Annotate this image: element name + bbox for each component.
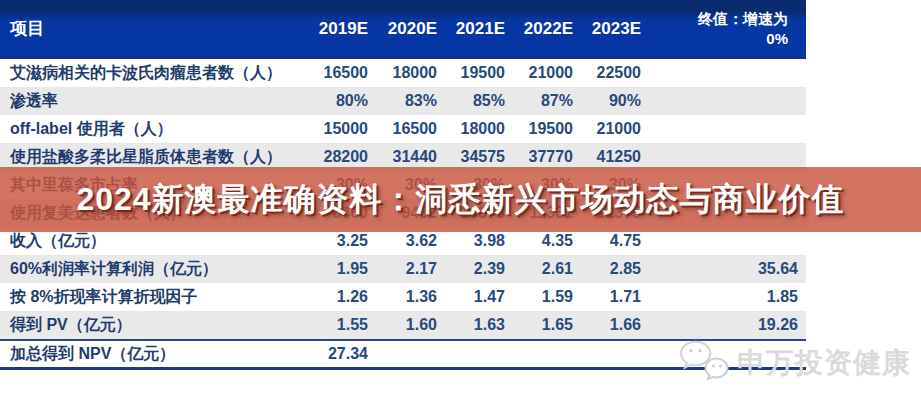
row-label: 艾滋病相关的卡波氏肉瘤患者数（人） <box>0 63 306 84</box>
cell-value: 21000 <box>505 64 573 82</box>
terminal-header-line1: 终值：增速为 <box>641 9 788 29</box>
row-label: 收入（亿元） <box>0 231 306 252</box>
cell-value: 16500 <box>306 64 368 82</box>
cell-value: 1.66 <box>573 316 641 334</box>
row-label: 加总得到 NPV（亿元） <box>0 344 306 365</box>
cell-value: 31440 <box>368 148 437 166</box>
cell-value: 21000 <box>573 120 641 138</box>
cell-value: 83% <box>368 92 437 110</box>
row-label: 得到 PV（亿元） <box>0 315 306 336</box>
cell-value: 1.95 <box>306 260 368 278</box>
cell-value: 27.34 <box>306 345 368 363</box>
terminal-header-line2: 0% <box>641 29 788 49</box>
cell-value: 22500 <box>573 64 641 82</box>
cell-value: 15000 <box>306 120 368 138</box>
cell-value: 3.98 <box>437 232 505 250</box>
cell-value: 34575 <box>437 148 505 166</box>
promo-banner-text: 2024新澳最准确资料：洞悉新兴市场动态与商业价值 <box>76 178 844 222</box>
cell-value: 16500 <box>368 120 437 138</box>
cell-value: 1.55 <box>306 316 368 334</box>
table-row: 渗透率 80% 83% 85% 87% 90% <box>0 87 806 115</box>
cell-value: 37770 <box>505 148 573 166</box>
cell-value: 1.26 <box>306 288 368 306</box>
table-row: 艾滋病相关的卡波氏肉瘤患者数（人） 16500 18000 19500 2100… <box>0 59 806 87</box>
cell-value: 80% <box>306 92 368 110</box>
row-label: 渗透率 <box>0 91 306 112</box>
cell-value: 3.25 <box>306 232 368 250</box>
cell-value: 28200 <box>306 148 368 166</box>
cell-value: 4.75 <box>573 232 641 250</box>
row-label: 60%利润率计算利润（亿元） <box>0 259 306 280</box>
header-year-2021e: 2021E <box>437 19 505 39</box>
cell-value: 1.47 <box>437 288 505 306</box>
cell-terminal: 35.64 <box>641 260 806 278</box>
table-row: 按 8%折现率计算折现因子 1.26 1.36 1.47 1.59 1.71 1… <box>0 283 806 311</box>
cell-value: 18000 <box>437 120 505 138</box>
cell-value: 1.59 <box>505 288 573 306</box>
wechat-icon <box>677 338 733 388</box>
report-table-page: 项目 2019E 2020E 2021E 2022E 2023E 终值：增速为 … <box>0 0 921 400</box>
cell-value: 2.61 <box>505 260 573 278</box>
watermark-text: 申万投资健康 <box>737 344 911 382</box>
header-year-2019e: 2019E <box>306 19 368 39</box>
row-label: 使用盐酸多柔比星脂质体患者数（人） <box>0 147 306 168</box>
watermark: 申万投资健康 <box>677 338 911 388</box>
header-year-2023e: 2023E <box>573 19 641 39</box>
cell-value: 85% <box>437 92 505 110</box>
cell-value: 1.60 <box>368 316 437 334</box>
header-year-2020e: 2020E <box>368 19 437 39</box>
header-item-label: 项目 <box>0 17 306 40</box>
table-row: 60%利润率计算利润（亿元） 1.95 2.17 2.39 2.61 2.85 … <box>0 255 806 283</box>
cell-value: 1.63 <box>437 316 505 334</box>
cell-value: 2.39 <box>437 260 505 278</box>
header-terminal-cell: 终值：增速为 0% <box>641 9 806 49</box>
cell-value: 4.35 <box>505 232 573 250</box>
cell-value: 1.71 <box>573 288 641 306</box>
cell-value: 87% <box>505 92 573 110</box>
cell-value: 90% <box>573 92 641 110</box>
cell-value: 18000 <box>368 64 437 82</box>
header-year-2022e: 2022E <box>505 19 573 39</box>
table-row: off-label 使用者（人） 15000 16500 18000 19500… <box>0 115 806 143</box>
cell-value: 41250 <box>573 148 641 166</box>
cell-value: 3.62 <box>368 232 437 250</box>
cell-terminal: 1.85 <box>641 288 806 306</box>
promo-banner-overlay: 2024新澳最准确资料：洞悉新兴市场动态与商业价值 <box>0 167 921 232</box>
table-row: 得到 PV（亿元） 1.55 1.60 1.63 1.65 1.66 19.26 <box>0 311 806 339</box>
cell-value: 19500 <box>505 120 573 138</box>
cell-value: 19500 <box>437 64 505 82</box>
cell-value: 2.17 <box>368 260 437 278</box>
cell-value: 1.36 <box>368 288 437 306</box>
cell-terminal: 19.26 <box>641 316 806 334</box>
row-label: 按 8%折现率计算折现因子 <box>0 287 306 308</box>
cell-value: 1.65 <box>505 316 573 334</box>
row-label: off-label 使用者（人） <box>0 119 306 140</box>
table-header-row: 项目 2019E 2020E 2021E 2022E 2023E 终值：增速为 … <box>0 0 806 59</box>
cell-value: 2.85 <box>573 260 641 278</box>
